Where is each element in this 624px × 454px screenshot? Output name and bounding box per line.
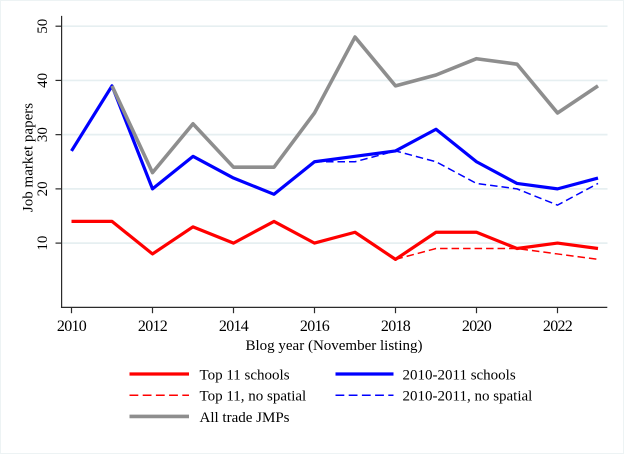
svg-text:2022: 2022 (543, 318, 573, 335)
svg-text:Top 11, no spatial: Top 11, no spatial (200, 389, 307, 405)
svg-text:50: 50 (35, 19, 51, 34)
svg-text:20: 20 (35, 181, 51, 196)
svg-text:2012: 2012 (138, 318, 168, 335)
svg-text:Top 11 schools: Top 11 schools (200, 368, 290, 384)
svg-text:40: 40 (35, 73, 51, 88)
svg-text:2010: 2010 (57, 318, 87, 335)
svg-text:All trade JMPs: All trade JMPs (200, 410, 290, 426)
svg-text:2016: 2016 (300, 318, 330, 335)
svg-text:2010-2011 schools: 2010-2011 schools (403, 368, 516, 384)
svg-text:10: 10 (35, 236, 51, 251)
svg-text:Job market papers: Job market papers (21, 103, 37, 212)
svg-text:2018: 2018 (381, 318, 411, 335)
svg-text:30: 30 (35, 127, 51, 142)
svg-text:Blog year (November listing): Blog year (November listing) (245, 338, 422, 354)
svg-text:2020: 2020 (462, 318, 492, 335)
svg-text:2010-2011, no spatial: 2010-2011, no spatial (403, 389, 533, 405)
svg-text:2014: 2014 (219, 318, 249, 335)
